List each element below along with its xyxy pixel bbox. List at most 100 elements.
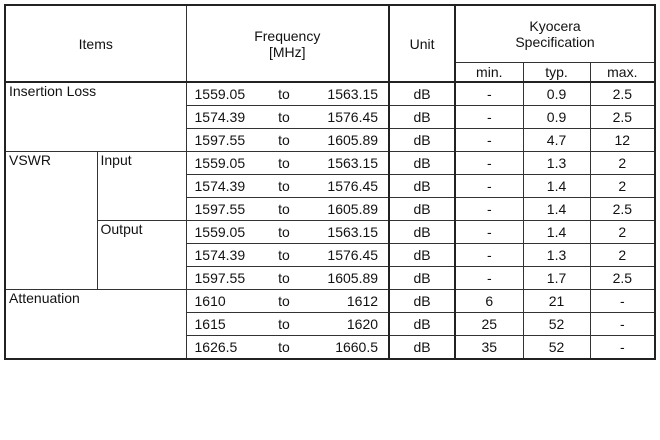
freq-from: 1574.39 (185, 174, 265, 198)
freq-to: to (264, 81, 305, 106)
freq-to: to (264, 266, 305, 290)
max-cell: 12 (589, 128, 656, 152)
freq-to: to (264, 335, 305, 360)
max-cell: 2.5 (589, 81, 656, 106)
freq-from: 1559.05 (185, 151, 265, 175)
freq-from: 1597.55 (185, 128, 265, 152)
min-cell: - (454, 151, 524, 175)
typ-cell: 1.7 (522, 266, 591, 290)
freq-end: 1605.89 (304, 197, 390, 221)
max-cell: 2.5 (589, 105, 656, 129)
unit-cell: dB (388, 266, 456, 290)
freq-to: to (264, 174, 305, 198)
frequency-header: Frequency [MHz] (185, 4, 390, 83)
max-cell: 2.5 (589, 197, 656, 221)
unit-cell: dB (388, 105, 456, 129)
unit-cell: dB (388, 220, 456, 244)
freq-from: 1597.55 (185, 197, 265, 221)
freq-end: 1563.15 (304, 81, 390, 106)
max-cell: 2 (589, 220, 656, 244)
min-cell: - (454, 197, 524, 221)
item-label: Attenuation (4, 289, 187, 360)
typ-cell: 1.4 (522, 197, 591, 221)
max-cell: 2.5 (589, 266, 656, 290)
typ-header: typ. (522, 62, 591, 83)
unit-cell: dB (388, 335, 456, 360)
freq-to: to (264, 220, 305, 244)
spec-table: Items Frequency [MHz] Unit Kyocera Speci… (4, 4, 657, 360)
unit-header: Unit (388, 4, 456, 83)
unit-cell: dB (388, 312, 456, 336)
unit-cell: dB (388, 174, 456, 198)
freq-to: to (264, 289, 305, 313)
table-row: 1574.39 to 1576.45 dB -1.4 2 (5, 174, 656, 198)
spec-label: Kyocera Specification (515, 18, 595, 50)
table-row: 1597.55 to 1605.89 dB -1.7 2.5 (5, 266, 656, 290)
typ-cell: 1.3 (522, 151, 591, 175)
item-label: VSWR (4, 151, 98, 290)
unit-cell: dB (388, 81, 456, 106)
freq-end: 1576.45 (304, 174, 390, 198)
unit-cell: dB (388, 197, 456, 221)
frequency-label: Frequency (254, 27, 321, 44)
freq-end: 1612 (304, 289, 390, 313)
max-cell: 2 (589, 151, 656, 175)
subitem-label: Input (96, 151, 187, 221)
typ-cell: 21 (522, 289, 591, 313)
table-row: Attenuation 1610 to 1612 dB 6 21- (4, 289, 656, 360)
min-cell: - (454, 266, 524, 290)
max-cell: - (589, 289, 656, 313)
max-cell: - (589, 312, 656, 336)
min-cell: - (454, 220, 524, 244)
max-header: max. (589, 62, 656, 83)
freq-from: 1615 (185, 312, 265, 336)
table-row: 1626.5 to 1660.5 dB 35 52- (5, 335, 656, 360)
item-label: Insertion Loss (4, 81, 187, 152)
freq-end: 1660.5 (304, 335, 390, 360)
freq-end: 1576.45 (304, 105, 390, 129)
min-cell: - (454, 128, 524, 152)
unit-cell: dB (388, 128, 456, 152)
typ-cell: 0.9 (522, 81, 591, 106)
min-cell: 6 (454, 289, 524, 313)
freq-from: 1626.5 (185, 335, 265, 360)
table-row: 1574.39 to 1576.45 dB -0.9 2.5 (5, 105, 656, 129)
min-cell: - (454, 81, 524, 106)
unit-cell: dB (388, 151, 456, 175)
freq-end: 1576.45 (304, 243, 390, 267)
freq-from: 1574.39 (185, 243, 265, 267)
freq-from: 1610 (185, 289, 265, 313)
table-row: Insertion Loss 1559.05 to 1563.15 dB -0.9 2.5 (4, 81, 656, 152)
min-header: min. (454, 62, 524, 83)
typ-cell: 4.7 (522, 128, 591, 152)
unit-cell: dB (388, 289, 456, 313)
table-row: Output 1559.05 to 1563.15 dB -1.4 2 (5, 220, 656, 290)
typ-cell: 1.4 (522, 174, 591, 198)
min-cell: - (454, 105, 524, 129)
freq-from: 1597.55 (185, 266, 265, 290)
freq-from: 1559.05 (185, 81, 265, 106)
typ-cell: 1.4 (522, 220, 591, 244)
freq-end: 1563.15 (304, 151, 390, 175)
freq-end: 1563.15 (304, 220, 390, 244)
freq-to: to (264, 128, 305, 152)
min-cell: 25 (454, 312, 524, 336)
freq-to: to (264, 151, 305, 175)
table-row: 1615 to 1620 dB 25 52- (5, 312, 656, 336)
spec-header: Kyocera Specification (454, 4, 656, 63)
unit-cell: dB (388, 243, 456, 267)
freq-from: 1559.05 (185, 220, 265, 244)
max-cell: 2 (589, 243, 656, 267)
freq-to: to (264, 197, 305, 221)
freq-to: to (264, 105, 305, 129)
min-cell: - (454, 243, 524, 267)
max-cell: - (589, 335, 656, 360)
freq-from: 1574.39 (185, 105, 265, 129)
typ-cell: 1.3 (522, 243, 591, 267)
frequency-unit: [MHz] (268, 43, 306, 60)
typ-cell: 52 (522, 312, 591, 336)
subitem-label: Output (96, 220, 187, 290)
min-cell: - (454, 174, 524, 198)
table-row: VSWR Input 1559.05 to 1563.15 dB -1.3 2 (4, 151, 656, 290)
freq-end: 1605.89 (304, 128, 390, 152)
